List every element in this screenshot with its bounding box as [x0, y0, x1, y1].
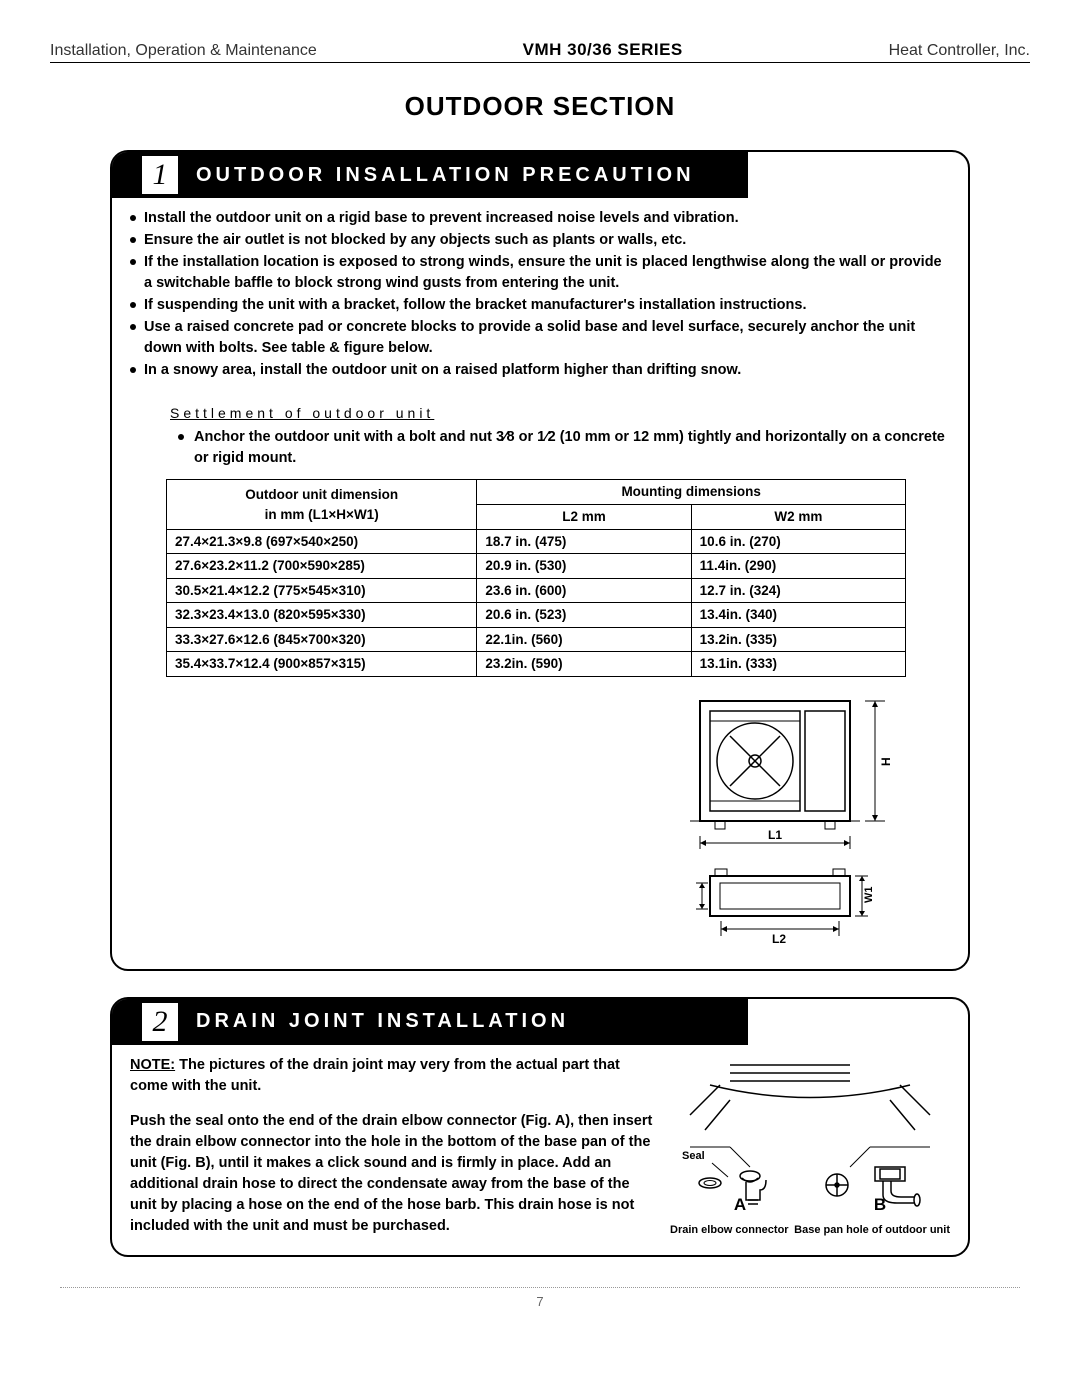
- cell: 12.7 in. (324): [691, 578, 905, 603]
- cell: 13.4in. (340): [691, 603, 905, 628]
- drain-diagram-block: Drain elbow connector Base pan hole of o…: [670, 1055, 950, 1217]
- cell: 13.1in. (333): [691, 652, 905, 677]
- cell: 27.4×21.3×9.8 (697×540×250): [167, 529, 477, 554]
- cell: 10.6 in. (270): [691, 529, 905, 554]
- cell: 23.6 in. (600): [477, 578, 691, 603]
- section1-body: Install the outdoor unit on a rigid base…: [112, 198, 968, 969]
- precaution-item: Use a raised concrete pad or concrete bl…: [130, 317, 950, 359]
- page-number: 7: [536, 1294, 543, 1309]
- th-outdoor-line2: in mm (L1×H×W1): [175, 505, 468, 525]
- header-center: VMH 30/36 SERIES: [523, 40, 683, 60]
- label-l2: L2: [772, 932, 786, 946]
- th-outdoor: Outdoor unit dimension in mm (L1×H×W1): [167, 480, 477, 529]
- label-l1: L1: [768, 828, 782, 842]
- table-row: 35.4×33.7×12.4 (900×857×315) 23.2in. (59…: [167, 652, 906, 677]
- section-drain-joint: 2 DRAIN JOINT INSTALLATION NOTE: The pic…: [110, 997, 970, 1257]
- cell: 18.7 in. (475): [477, 529, 691, 554]
- section1-title: OUTDOOR INSALLATION PRECAUTION: [184, 152, 748, 198]
- precaution-list: Install the outdoor unit on a rigid base…: [130, 208, 950, 381]
- table-row: 32.3×23.4×13.0 (820×595×330) 20.6 in. (5…: [167, 603, 906, 628]
- th-mount: Mounting dimensions: [477, 480, 906, 505]
- page-footer: 7: [60, 1287, 1020, 1309]
- section2-num-wrap: 2: [112, 999, 184, 1045]
- label-h: H: [879, 757, 893, 766]
- label-drain-elbow: Drain elbow connector: [670, 1223, 789, 1239]
- cell: 20.6 in. (523): [477, 603, 691, 628]
- cell: 32.3×23.4×13.0 (820×595×330): [167, 603, 477, 628]
- header-right: Heat Controller, Inc.: [889, 42, 1030, 60]
- header-left: Installation, Operation & Maintenance: [50, 42, 317, 60]
- precaution-item: If the installation location is exposed …: [130, 252, 950, 294]
- th-w2: W2 mm: [691, 505, 905, 530]
- table-row: 33.3×27.6×12.6 (845×700×320) 22.1in. (56…: [167, 627, 906, 652]
- page-header: Installation, Operation & Maintenance VM…: [50, 40, 1030, 63]
- cell: 27.6×23.2×11.2 (700×590×285): [167, 554, 477, 579]
- note-label: NOTE:: [130, 1057, 175, 1073]
- table-row: 27.4×21.3×9.8 (697×540×250) 18.7 in. (47…: [167, 529, 906, 554]
- label-b: B: [874, 1193, 886, 1218]
- drain-text: NOTE: The pictures of the drain joint ma…: [130, 1055, 658, 1237]
- label-base-pan: Base pan hole of outdoor unit: [794, 1223, 950, 1239]
- drain-joint-diagram-icon: [670, 1055, 950, 1215]
- settlement-list: Anchor the outdoor unit with a bolt and …: [178, 427, 950, 469]
- section1-header: 1 OUTDOOR INSALLATION PRECAUTION: [112, 152, 968, 198]
- label-a: A: [734, 1193, 746, 1218]
- cell: 33.3×27.6×12.6 (845×700×320): [167, 627, 477, 652]
- section-outdoor-precaution: 1 OUTDOOR INSALLATION PRECAUTION Install…: [110, 150, 970, 971]
- table-row: 27.6×23.2×11.2 (700×590×285) 20.9 in. (5…: [167, 554, 906, 579]
- cell: 20.9 in. (530): [477, 554, 691, 579]
- section2-body: NOTE: The pictures of the drain joint ma…: [112, 1045, 968, 1255]
- precaution-item: If suspending the unit with a bracket, f…: [130, 295, 950, 316]
- table-row: 30.5×21.4×12.2 (775×545×310) 23.6 in. (6…: [167, 578, 906, 603]
- section1-header-spacer: [748, 152, 968, 198]
- label-w1: W1: [863, 886, 875, 903]
- section2-title: DRAIN JOINT INSTALLATION: [184, 999, 748, 1045]
- section1-num: 1: [142, 156, 178, 194]
- cell: 22.1in. (560): [477, 627, 691, 652]
- outdoor-unit-diagram-icon: H L1 W2: [690, 691, 910, 951]
- precaution-item: In a snowy area, install the outdoor uni…: [130, 360, 950, 381]
- section2-header: 2 DRAIN JOINT INSTALLATION: [112, 999, 968, 1045]
- th-l2: L2 mm: [477, 505, 691, 530]
- cell: 11.4in. (290): [691, 554, 905, 579]
- settlement-item: Anchor the outdoor unit with a bolt and …: [178, 427, 950, 469]
- unit-diagrams: H L1 W2: [130, 691, 950, 951]
- cell: 35.4×33.7×12.4 (900×857×315): [167, 652, 477, 677]
- section2-header-spacer: [748, 999, 968, 1045]
- settlement-title: Settlement of outdoor unit: [170, 403, 950, 423]
- section1-num-wrap: 1: [112, 152, 184, 198]
- dimension-table: Outdoor unit dimension in mm (L1×H×W1) M…: [166, 479, 906, 677]
- cell: 23.2in. (590): [477, 652, 691, 677]
- main-title: OUTDOOR SECTION: [50, 91, 1030, 122]
- precaution-item: Ensure the air outlet is not blocked by …: [130, 230, 950, 251]
- label-seal: Seal: [682, 1150, 705, 1162]
- cell: 13.2in. (335): [691, 627, 905, 652]
- note-text: The pictures of the drain joint may very…: [130, 1057, 620, 1094]
- label-w2: W2: [690, 886, 691, 903]
- th-outdoor-line1: Outdoor unit dimension: [175, 485, 468, 505]
- drain-instructions: Push the seal onto the end of the drain …: [130, 1111, 658, 1237]
- cell: 30.5×21.4×12.2 (775×545×310): [167, 578, 477, 603]
- section2-num: 2: [142, 1003, 178, 1041]
- precaution-item: Install the outdoor unit on a rigid base…: [130, 208, 950, 229]
